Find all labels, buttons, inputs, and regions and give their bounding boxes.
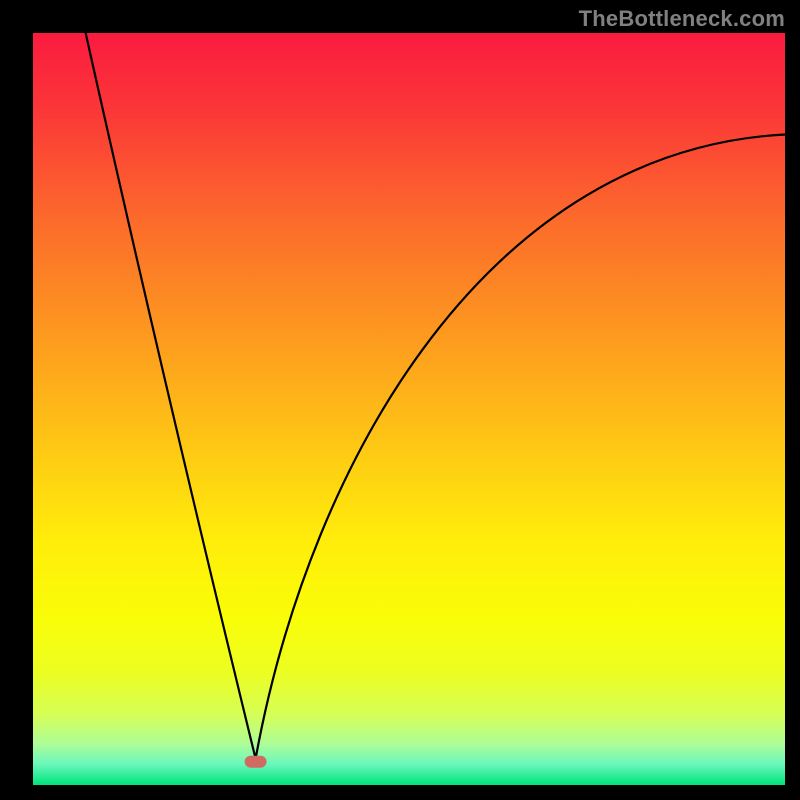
plot-area	[33, 33, 785, 785]
watermark-text: TheBottleneck.com	[579, 6, 785, 32]
minimum-marker	[245, 756, 267, 768]
plot-svg	[33, 33, 785, 785]
gradient-background	[33, 33, 785, 785]
